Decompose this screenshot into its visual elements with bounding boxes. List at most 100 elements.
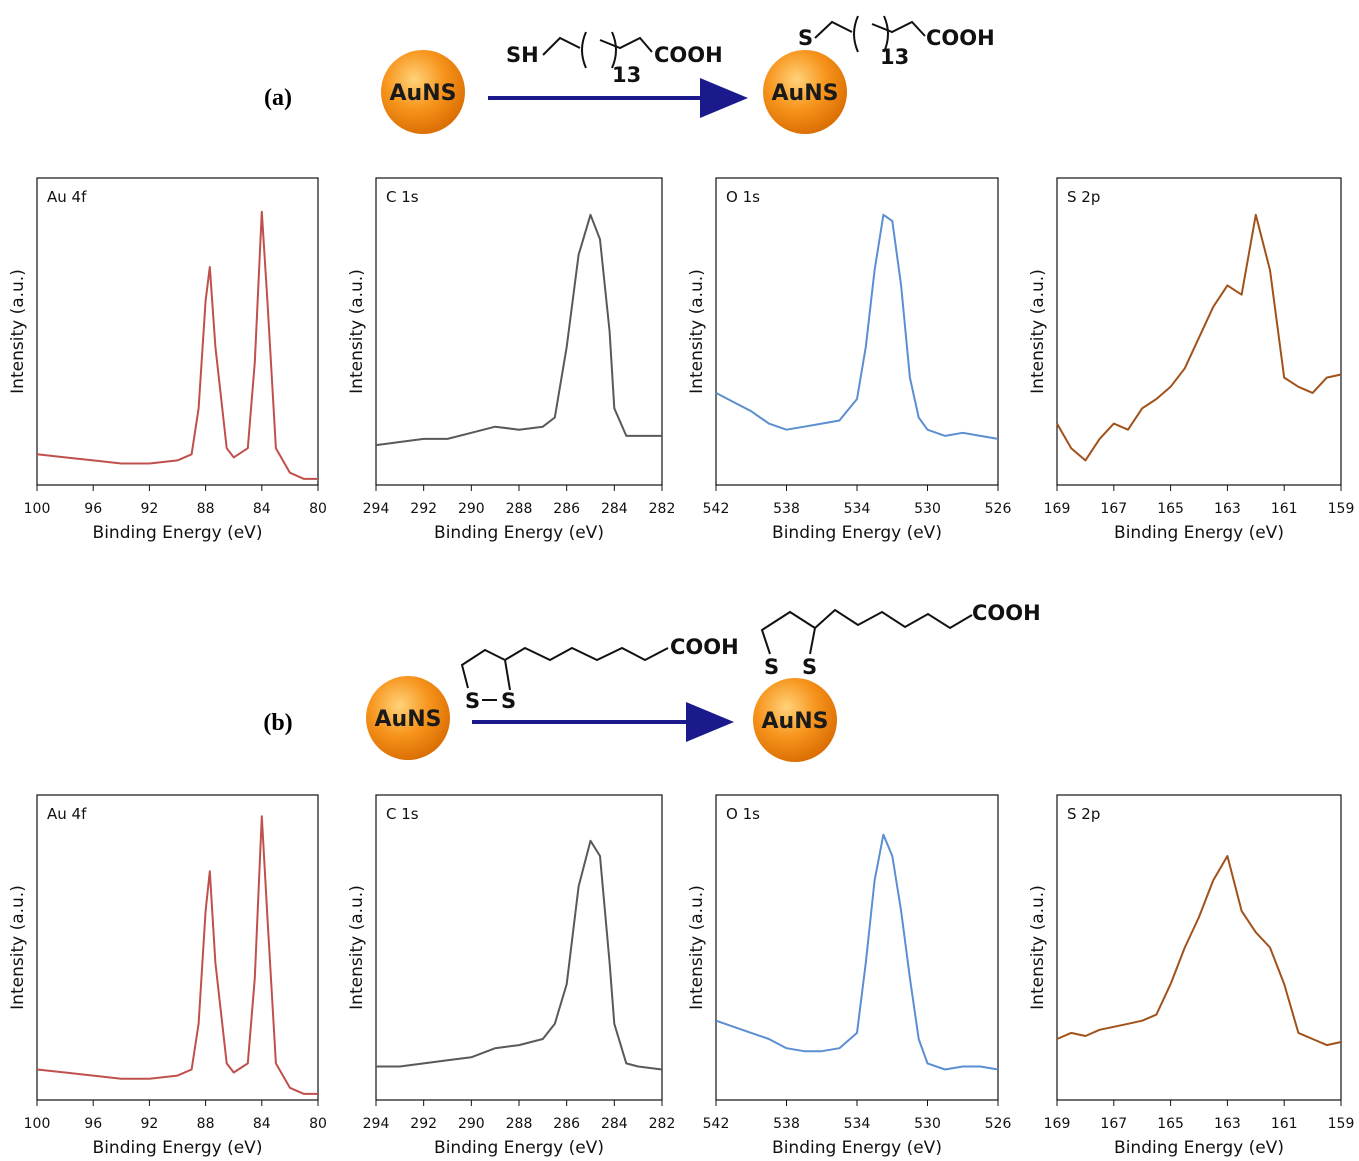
- chem-text: COOH: [972, 601, 1041, 625]
- x-tick-label: 80: [309, 1116, 327, 1132]
- x-tick-label: 290: [458, 501, 485, 517]
- x-tick-label: 292: [410, 501, 437, 517]
- plot-frame: [715, 177, 999, 486]
- chem-text: SH: [506, 43, 539, 67]
- chem-text: 13: [880, 45, 909, 69]
- x-tick-label: 526: [985, 1116, 1012, 1132]
- x-tick-label: 161: [1271, 501, 1298, 517]
- plot-frame: [375, 794, 663, 1101]
- x-tick-label: 169: [1044, 501, 1071, 517]
- x-tick-label: 167: [1100, 501, 1127, 517]
- spectrum-line: [715, 213, 999, 440]
- x-tick-label: 284: [601, 1116, 628, 1132]
- x-tick-label: 84: [253, 501, 271, 517]
- x-tick-label: 163: [1214, 1116, 1241, 1132]
- y-axis-title: Intensity (a.u.): [1028, 885, 1048, 1010]
- spectrum-line: [375, 213, 662, 447]
- spectrum-line: [376, 839, 663, 1071]
- x-tick-label: 167: [1100, 1116, 1127, 1132]
- spectrum-line: [1056, 213, 1342, 462]
- x-axis-title: Binding Energy (eV): [93, 1138, 263, 1158]
- chain: [542, 36, 653, 56]
- x-tick-label: 282: [649, 1116, 676, 1132]
- panel-title: Au 4f: [47, 188, 87, 206]
- x-tick-label: 282: [649, 501, 676, 517]
- x-tick-label: 294: [363, 501, 390, 517]
- y-axis-title: Intensity (a.u.): [8, 885, 28, 1010]
- y-axis-title: Intensity (a.u.): [687, 885, 707, 1010]
- x-tick-label: 286: [553, 1116, 580, 1132]
- scheme-label: (a): [264, 85, 292, 111]
- panel-title: S 2p: [1067, 805, 1100, 823]
- x-tick-label: 530: [914, 1116, 941, 1132]
- x-tick-label: 88: [197, 1116, 215, 1132]
- particle: [366, 676, 450, 760]
- x-tick-label: 169: [1044, 1116, 1071, 1132]
- x-tick-label: 542: [703, 1116, 730, 1132]
- panel-title: S 2p: [1067, 188, 1100, 206]
- x-tick-label: 542: [703, 501, 730, 517]
- x-tick-label: 159: [1328, 501, 1355, 517]
- chem-text: S: [764, 655, 779, 679]
- plot-frame: [36, 794, 319, 1101]
- x-axis-title: Binding Energy (eV): [1114, 1138, 1284, 1158]
- x-tick-label: 288: [506, 1116, 533, 1132]
- x-tick-label: 96: [84, 501, 102, 517]
- x-axis-title: Binding Energy (eV): [772, 1138, 942, 1158]
- chem-text: S: [501, 689, 516, 713]
- plot-frame: [1056, 794, 1342, 1101]
- x-tick-label: 165: [1157, 1116, 1184, 1132]
- plot-frame: [36, 177, 319, 486]
- chem-text: S: [465, 689, 480, 713]
- x-tick-label: 286: [553, 501, 580, 517]
- y-axis-title: Intensity (a.u.): [347, 269, 367, 394]
- chem-text: COOH: [654, 43, 723, 67]
- panel-title: O 1s: [726, 188, 760, 206]
- x-axis-title: Binding Energy (eV): [434, 523, 604, 543]
- panel-title: Au 4f: [47, 805, 87, 823]
- particle-label: AuNS: [772, 81, 839, 106]
- particle: [763, 50, 847, 134]
- x-tick-label: 100: [24, 501, 51, 517]
- chain: [814, 20, 926, 39]
- spectrum-line: [715, 833, 999, 1071]
- x-tick-label: 92: [140, 501, 158, 517]
- chem-text: COOH: [670, 635, 739, 659]
- x-tick-label: 284: [601, 501, 628, 517]
- x-tick-label: 530: [914, 501, 941, 517]
- x-tick-label: 534: [844, 501, 871, 517]
- bracket: [853, 15, 889, 53]
- x-axis-title: Binding Energy (eV): [93, 523, 263, 543]
- x-tick-label: 88: [197, 501, 215, 517]
- chem-text: S: [798, 26, 813, 50]
- x-axis-title: Binding Energy (eV): [1114, 523, 1284, 543]
- x-axis-title: Binding Energy (eV): [434, 1138, 604, 1158]
- chem-text: COOH: [926, 26, 995, 50]
- y-axis-title: Intensity (a.u.): [687, 269, 707, 394]
- particle-label: AuNS: [390, 81, 457, 106]
- particle: [381, 50, 465, 134]
- y-axis-title: Intensity (a.u.): [347, 885, 367, 1010]
- x-tick-label: 84: [253, 1116, 271, 1132]
- ring-chain: [760, 608, 973, 655]
- chem-text: 13: [612, 63, 641, 87]
- x-tick-label: 538: [773, 1116, 800, 1132]
- x-tick-label: 526: [985, 501, 1012, 517]
- x-axis-title: Binding Energy (eV): [772, 523, 942, 543]
- scheme-a: (a) AuNS SH 13 COOH AuNS S 13 COOH: [264, 15, 995, 134]
- plot-frame: [715, 794, 999, 1101]
- x-tick-label: 534: [844, 1116, 871, 1132]
- panel-title: C 1s: [386, 188, 419, 206]
- spectrum-line: [36, 815, 318, 1095]
- particle: [753, 678, 837, 762]
- spectrum-line: [36, 210, 318, 480]
- x-tick-label: 92: [140, 1116, 158, 1132]
- spectrum-line: [1056, 855, 1342, 1047]
- x-tick-label: 161: [1271, 1116, 1298, 1132]
- scheme-label: (b): [263, 710, 292, 736]
- x-tick-label: 288: [506, 501, 533, 517]
- x-tick-label: 80: [309, 501, 327, 517]
- panel-title: C 1s: [386, 805, 419, 823]
- bracket: [581, 31, 617, 69]
